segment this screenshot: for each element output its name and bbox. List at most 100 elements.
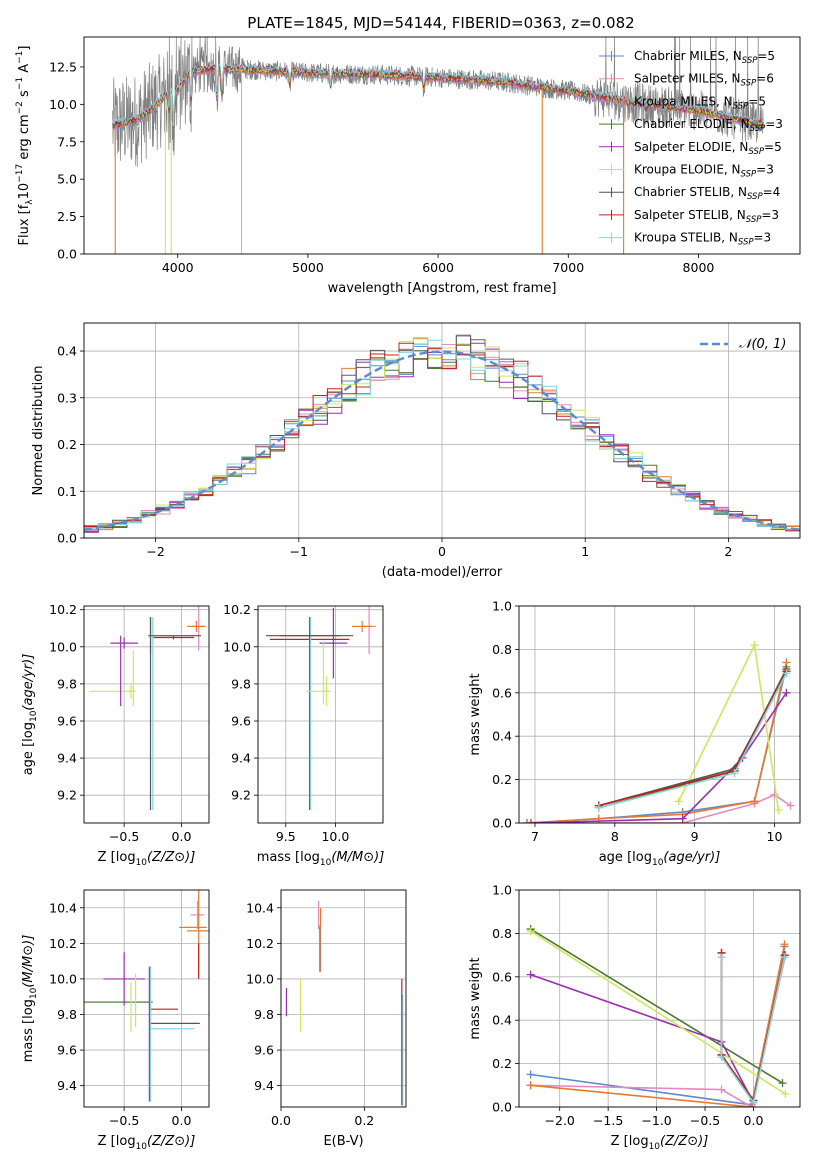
y-tick-label: 9.6 xyxy=(57,713,77,728)
weight-marker xyxy=(717,1085,726,1094)
x-tick-label: 0.0 xyxy=(271,1113,291,1128)
x-tick-label: 10 xyxy=(767,829,783,844)
y-tick-label: 0.8 xyxy=(492,926,512,941)
y-tick-label: 10.2 xyxy=(223,602,251,617)
axes-frame xyxy=(83,889,210,1108)
panel-4: 7 8 9 10 0.0 0.2 0.4 0.6 0.8 1.0 age [log10(age/yr… xyxy=(468,599,801,868)
y-tick-label: 9.2 xyxy=(57,788,77,803)
y-tick-label: 9.2 xyxy=(231,788,251,803)
x-axis-label: mass [log10(M/M⊙)] xyxy=(257,850,385,868)
panel-1: −2 −1 0 1 2 0.0 0.1 0.2 0.3 0.4 (data-model)/error… xyxy=(31,322,801,580)
y-tick-label: 9.6 xyxy=(231,713,251,728)
x-tick-label: −0.5 xyxy=(109,1113,139,1128)
weight-marker xyxy=(782,669,791,678)
y-tick-label: 0.8 xyxy=(492,642,512,657)
plot-area xyxy=(84,890,209,1102)
y-tick-label: 10.4 xyxy=(246,900,274,915)
y-tick-label: 9.4 xyxy=(57,751,77,766)
weight-marker xyxy=(750,641,759,650)
weight-marker xyxy=(782,688,791,697)
y-tick-label: 0.0 xyxy=(57,531,77,546)
y-tick-label: 9.4 xyxy=(57,1078,77,1093)
weight-marker xyxy=(770,790,779,799)
x-tick-label: 1 xyxy=(581,544,589,559)
weight-marker xyxy=(674,797,683,806)
y-tick-label: 10.0 xyxy=(49,639,77,654)
y-tick-label: 9.8 xyxy=(57,676,77,691)
x-tick-label: −1 xyxy=(290,544,308,559)
weight-marker xyxy=(526,819,535,823)
y-tick-label: 0.3 xyxy=(57,390,77,405)
x-tick-label: 7 xyxy=(531,829,539,844)
panel-0: 4000 5000 6000 7000 8000 0.0 2.5 5.0 7.5 10.0 12.5… xyxy=(15,36,801,296)
y-axis-label: Flux [fλ10−17 erg cm−2 s−1 A−1] xyxy=(15,46,35,246)
data-point-4 xyxy=(110,637,138,649)
plot-area xyxy=(526,925,790,1107)
x-tick-label: 8000 xyxy=(683,260,715,275)
plot-area xyxy=(89,606,206,811)
legend-label: Chabrier MILES, NSSP=5 xyxy=(634,49,775,66)
weight-marker xyxy=(750,797,759,806)
weight-marker xyxy=(774,805,783,814)
y-tick-label: 9.8 xyxy=(254,1007,274,1022)
weight-marker xyxy=(717,953,726,962)
y-tick-label: 10.2 xyxy=(49,936,77,951)
x-tick-label: 0 xyxy=(438,544,446,559)
panel-7: −2.0 −1.5 −1.0 −0.5 0.0 0.0 0.2 0.4 0.6 0.8 1.0 Z [… xyxy=(468,883,801,1152)
y-tick-label: 10.0 xyxy=(49,97,77,112)
y-tick-label: 1.0 xyxy=(492,883,512,898)
y-tick-label: 9.6 xyxy=(57,1043,77,1058)
y-tick-label: 0.1 xyxy=(57,484,77,499)
legend: Chabrier MILES, NSSP=5 Salpeter MILES, NS… xyxy=(599,49,783,248)
y-tick-label: 10.2 xyxy=(246,936,274,951)
weight-marker xyxy=(526,1070,535,1079)
weight-marker xyxy=(780,940,789,949)
weight-line-1 xyxy=(530,954,787,1107)
figure-title: PLATE=1845, MJD=54144, FIBERID=0363, z=0… xyxy=(247,14,634,32)
y-tick-label: 9.8 xyxy=(231,676,251,691)
y-tick-label: 0.0 xyxy=(492,1100,512,1115)
weight-marker xyxy=(786,801,795,810)
weight-marker xyxy=(747,1103,756,1107)
x-axis-label: wavelength [Angstrom, rest frame] xyxy=(328,281,557,296)
y-tick-label: 0.0 xyxy=(492,816,512,831)
y-tick-label: 0.4 xyxy=(492,1013,512,1028)
panel-2: −0.5 0.0 9.2 9.4 9.6 9.8 10.0 10.2 Z [log10(Z/Z⊙… xyxy=(21,602,210,868)
weight-marker xyxy=(781,1089,790,1098)
x-axis-label: Z [log10(Z/Z⊙)] xyxy=(611,1134,709,1152)
weight-line-4 xyxy=(530,973,755,1104)
x-tick-label: 8 xyxy=(611,829,619,844)
data-point-2 xyxy=(187,620,206,632)
x-tick-label: 4000 xyxy=(162,260,194,275)
legend-label: Chabrier ELODIE, NSSP=3 xyxy=(634,117,783,134)
model-spectrum-8 xyxy=(112,62,764,126)
weight-marker xyxy=(780,953,789,962)
weight-marker xyxy=(526,970,535,979)
weight-line-3 xyxy=(530,928,784,1084)
legend-label: Salpeter MILES, NSSP=6 xyxy=(634,72,774,89)
y-tick-label: 0.6 xyxy=(492,685,512,700)
weight-marker xyxy=(717,1053,726,1062)
y-tick-label: 9.6 xyxy=(254,1043,274,1058)
plot-area xyxy=(84,334,800,538)
legend-label: Salpeter STELIB, NSSP=3 xyxy=(634,208,779,225)
legend-label: 𝒩(0, 1) xyxy=(739,337,786,352)
weight-marker xyxy=(526,1081,535,1090)
y-tick-label: 0.6 xyxy=(492,969,512,984)
y-tick-label: 1.0 xyxy=(492,599,512,614)
panel-5: −0.5 0.0 9.4 9.6 9.8 10.0 10.2 10.4 Z [log10(Z/Z… xyxy=(21,889,210,1152)
y-tick-label: 12.5 xyxy=(49,59,77,74)
weight-line-2 xyxy=(530,944,786,1107)
panel-6: 0.0 0.2 9.4 9.6 9.8 10.0 10.2 10.4 E(B-V) xyxy=(246,889,407,1149)
x-tick-label: 0.2 xyxy=(354,1113,374,1128)
legend-label: Kroupa ELODIE, NSSP=3 xyxy=(634,163,774,180)
x-tick-label: 10.0 xyxy=(321,829,349,844)
panel-3: 9.5 10.0 9.2 9.4 9.6 9.8 10.0 10.2 mass [log10(M… xyxy=(223,602,385,868)
axes-frame xyxy=(257,605,384,824)
legend-label: Kroupa MILES, NSSP=5 xyxy=(634,94,766,111)
y-tick-label: 9.4 xyxy=(254,1078,274,1093)
plot-area xyxy=(265,606,377,811)
x-axis-label: Z [log10(Z/Z⊙)] xyxy=(98,1134,196,1152)
x-tick-label: 9.5 xyxy=(276,829,296,844)
